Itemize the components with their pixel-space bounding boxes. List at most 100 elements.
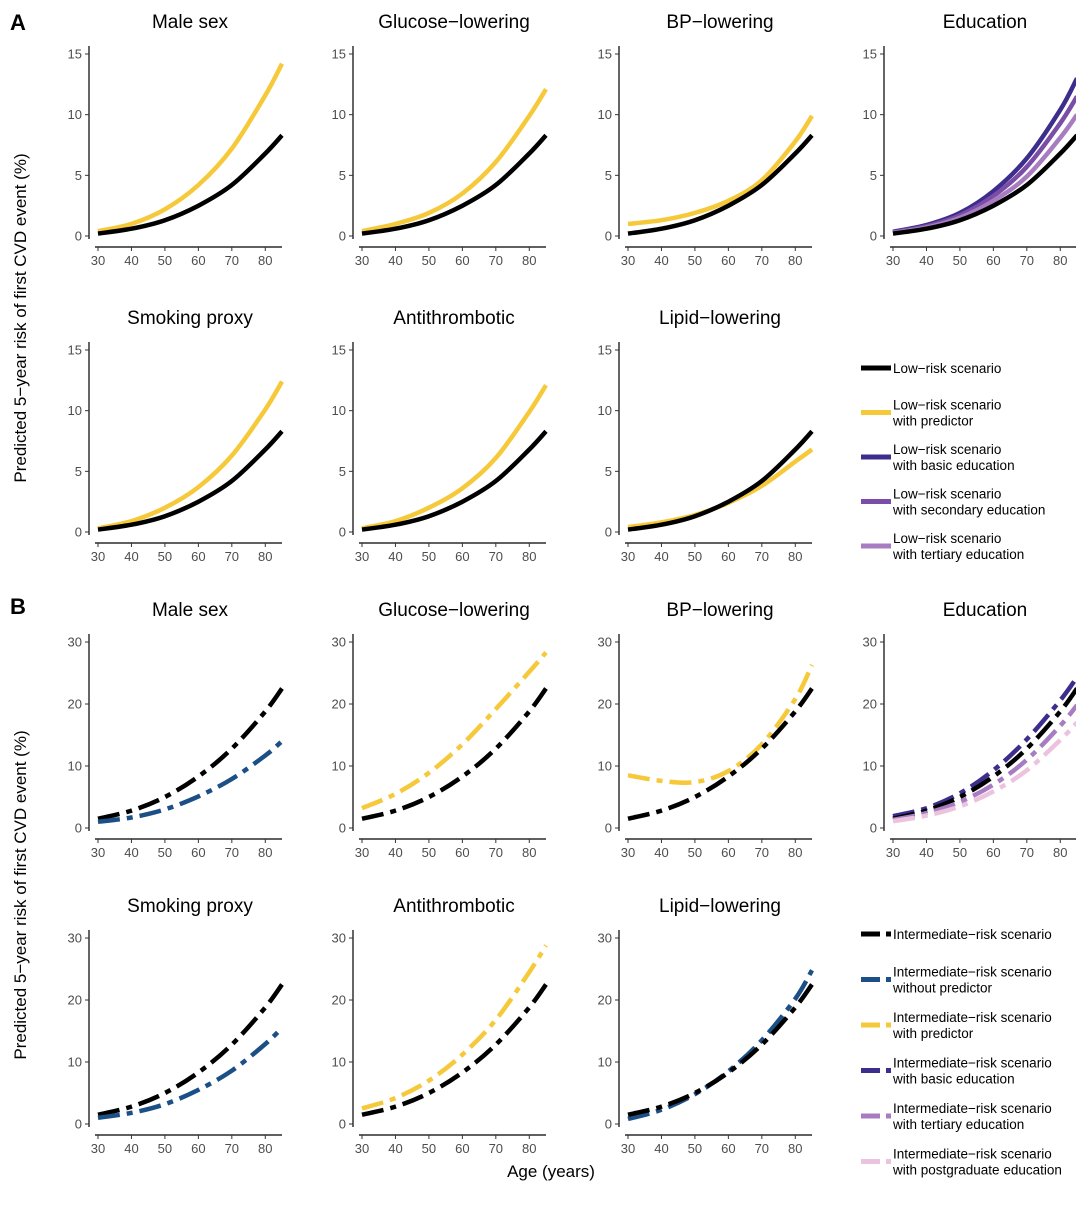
series-line-black: [892, 133, 1076, 236]
x-tick-label: 50: [158, 845, 172, 860]
x-tick-label: 30: [621, 845, 635, 860]
plot-b-1: Male sex 0 10 20 30 30 40 50 60 70 80: [68, 600, 284, 860]
series-line-yellow: [361, 651, 548, 811]
x-tick-label: 70: [489, 845, 503, 860]
x-tick-label: 30: [355, 549, 369, 564]
x-tick-label: 40: [919, 845, 933, 860]
series-line-black: [361, 983, 548, 1117]
x-tick-label: 60: [986, 845, 1000, 860]
plot-title: Glucose−lowering: [378, 12, 530, 33]
plot-title: Antithrombotic: [393, 896, 514, 917]
y-tick-label: 10: [332, 107, 346, 122]
x-tick-label: 40: [124, 1141, 138, 1156]
plot-title: Education: [943, 600, 1028, 621]
x-tick-label: 30: [621, 549, 635, 564]
x-tick-label: 50: [688, 1141, 702, 1156]
x-tick-label: 40: [919, 253, 933, 268]
legend-text: Low−risk scenario: [893, 361, 1001, 376]
series-line-yellow: [97, 380, 284, 531]
x-tick-label: 80: [258, 253, 272, 268]
series-line-basic: [892, 675, 1076, 819]
x-tick-label: 70: [755, 845, 769, 860]
y-tick-label: 30: [68, 931, 82, 946]
y-tick-label: 5: [339, 464, 346, 479]
y-tick-label: 0: [605, 1117, 612, 1132]
y-tick-label: 20: [68, 697, 82, 712]
labels-layer: A B Predicted 5−year risk of first CVD e…: [10, 10, 595, 1181]
plot-b-7: Lipid−lowering 0 10 20 30 30 40 50 60 70 80: [598, 896, 814, 1156]
x-tick-label: 80: [788, 845, 802, 860]
y-tick-label: 10: [68, 759, 82, 774]
x-tick-label: 60: [721, 253, 735, 268]
series-line-yellow: [627, 114, 814, 227]
plot-a-5: Smoking proxy 0 5 10 15 30 40 50 60 70 80: [68, 308, 284, 564]
y-tick-label: 0: [75, 821, 82, 836]
plot-title: Lipid−lowering: [659, 308, 781, 329]
x-tick-label: 60: [721, 549, 735, 564]
y-tick-label: 30: [332, 635, 346, 650]
plot-b-4: Education 0 10 20 30 30 40 50 60 70 80: [863, 600, 1076, 860]
x-tick-label: 70: [1020, 253, 1034, 268]
series-line-black: [627, 983, 814, 1117]
plot-title: Smoking proxy: [127, 308, 253, 329]
x-tick-label: 30: [886, 253, 900, 268]
y-tick-label: 30: [68, 635, 82, 650]
x-tick-label: 70: [755, 549, 769, 564]
x-axis-label: Age (years): [507, 1162, 595, 1181]
x-tick-label: 40: [388, 1141, 402, 1156]
legend-text: Intermediate−risk scenario: [893, 927, 1052, 942]
x-tick-label: 50: [688, 549, 702, 564]
y-tick-label: 20: [68, 993, 82, 1008]
y-tick-label: 5: [605, 168, 612, 183]
x-tick-label: 60: [721, 845, 735, 860]
y-tick-label: 0: [339, 229, 346, 244]
plot-title: BP−lowering: [666, 600, 773, 621]
series-line-black: [97, 983, 284, 1117]
y-tick-label: 10: [68, 1055, 82, 1070]
y-tick-label: 10: [863, 107, 877, 122]
plot-a-3: BP−lowering 0 5 10 15 30 40 50 60 70 80: [598, 12, 814, 268]
legend-item: Low−risk scenario: [861, 361, 1001, 376]
y-tick-label: 15: [332, 343, 346, 358]
y-tick-label: 10: [598, 107, 612, 122]
x-tick-label: 50: [422, 845, 436, 860]
legend-text: with predictor: [892, 414, 974, 429]
series-line-black: [97, 133, 284, 236]
legend-panel-b: Intermediate−risk scenario Intermediate−r…: [861, 927, 1062, 1178]
y-axis-label-a: Predicted 5−year risk of first CVD event…: [11, 153, 30, 482]
series-line-blue: [97, 739, 284, 825]
legend-text: Intermediate−risk scenario: [893, 1101, 1052, 1116]
y-tick-label: 10: [598, 403, 612, 418]
x-tick-label: 40: [388, 253, 402, 268]
x-tick-label: 40: [124, 549, 138, 564]
x-tick-label: 80: [258, 549, 272, 564]
x-tick-label: 80: [788, 253, 802, 268]
plot-a-4: Education 0 5 10 15 30 40 50 60 70 80: [863, 12, 1076, 268]
series-line-postgrad: [892, 721, 1076, 824]
x-tick-label: 30: [91, 253, 105, 268]
plot-a-6: Antithrombotic 0 5 10 15 30 40 50 60 70 80: [332, 308, 548, 564]
series-line-yellow: [97, 62, 284, 234]
legend-text: with basic education: [892, 458, 1015, 473]
series-line-black: [361, 133, 548, 236]
y-tick-label: 10: [332, 759, 346, 774]
panel-label-a: A: [10, 10, 26, 35]
x-tick-label: 80: [788, 549, 802, 564]
y-tick-label: 15: [68, 47, 82, 62]
x-tick-label: 50: [158, 253, 172, 268]
y-tick-label: 0: [75, 1117, 82, 1132]
legend-text: Intermediate−risk scenario: [893, 965, 1052, 980]
y-tick-label: 10: [68, 403, 82, 418]
x-tick-label: 70: [225, 1141, 239, 1156]
series-line-black: [892, 687, 1076, 821]
x-tick-label: 40: [654, 845, 668, 860]
series-line-yellow: [361, 383, 548, 531]
y-tick-label: 0: [605, 525, 612, 540]
x-tick-label: 60: [455, 253, 469, 268]
y-tick-label: 10: [598, 759, 612, 774]
x-tick-label: 70: [489, 253, 503, 268]
x-tick-label: 70: [755, 253, 769, 268]
